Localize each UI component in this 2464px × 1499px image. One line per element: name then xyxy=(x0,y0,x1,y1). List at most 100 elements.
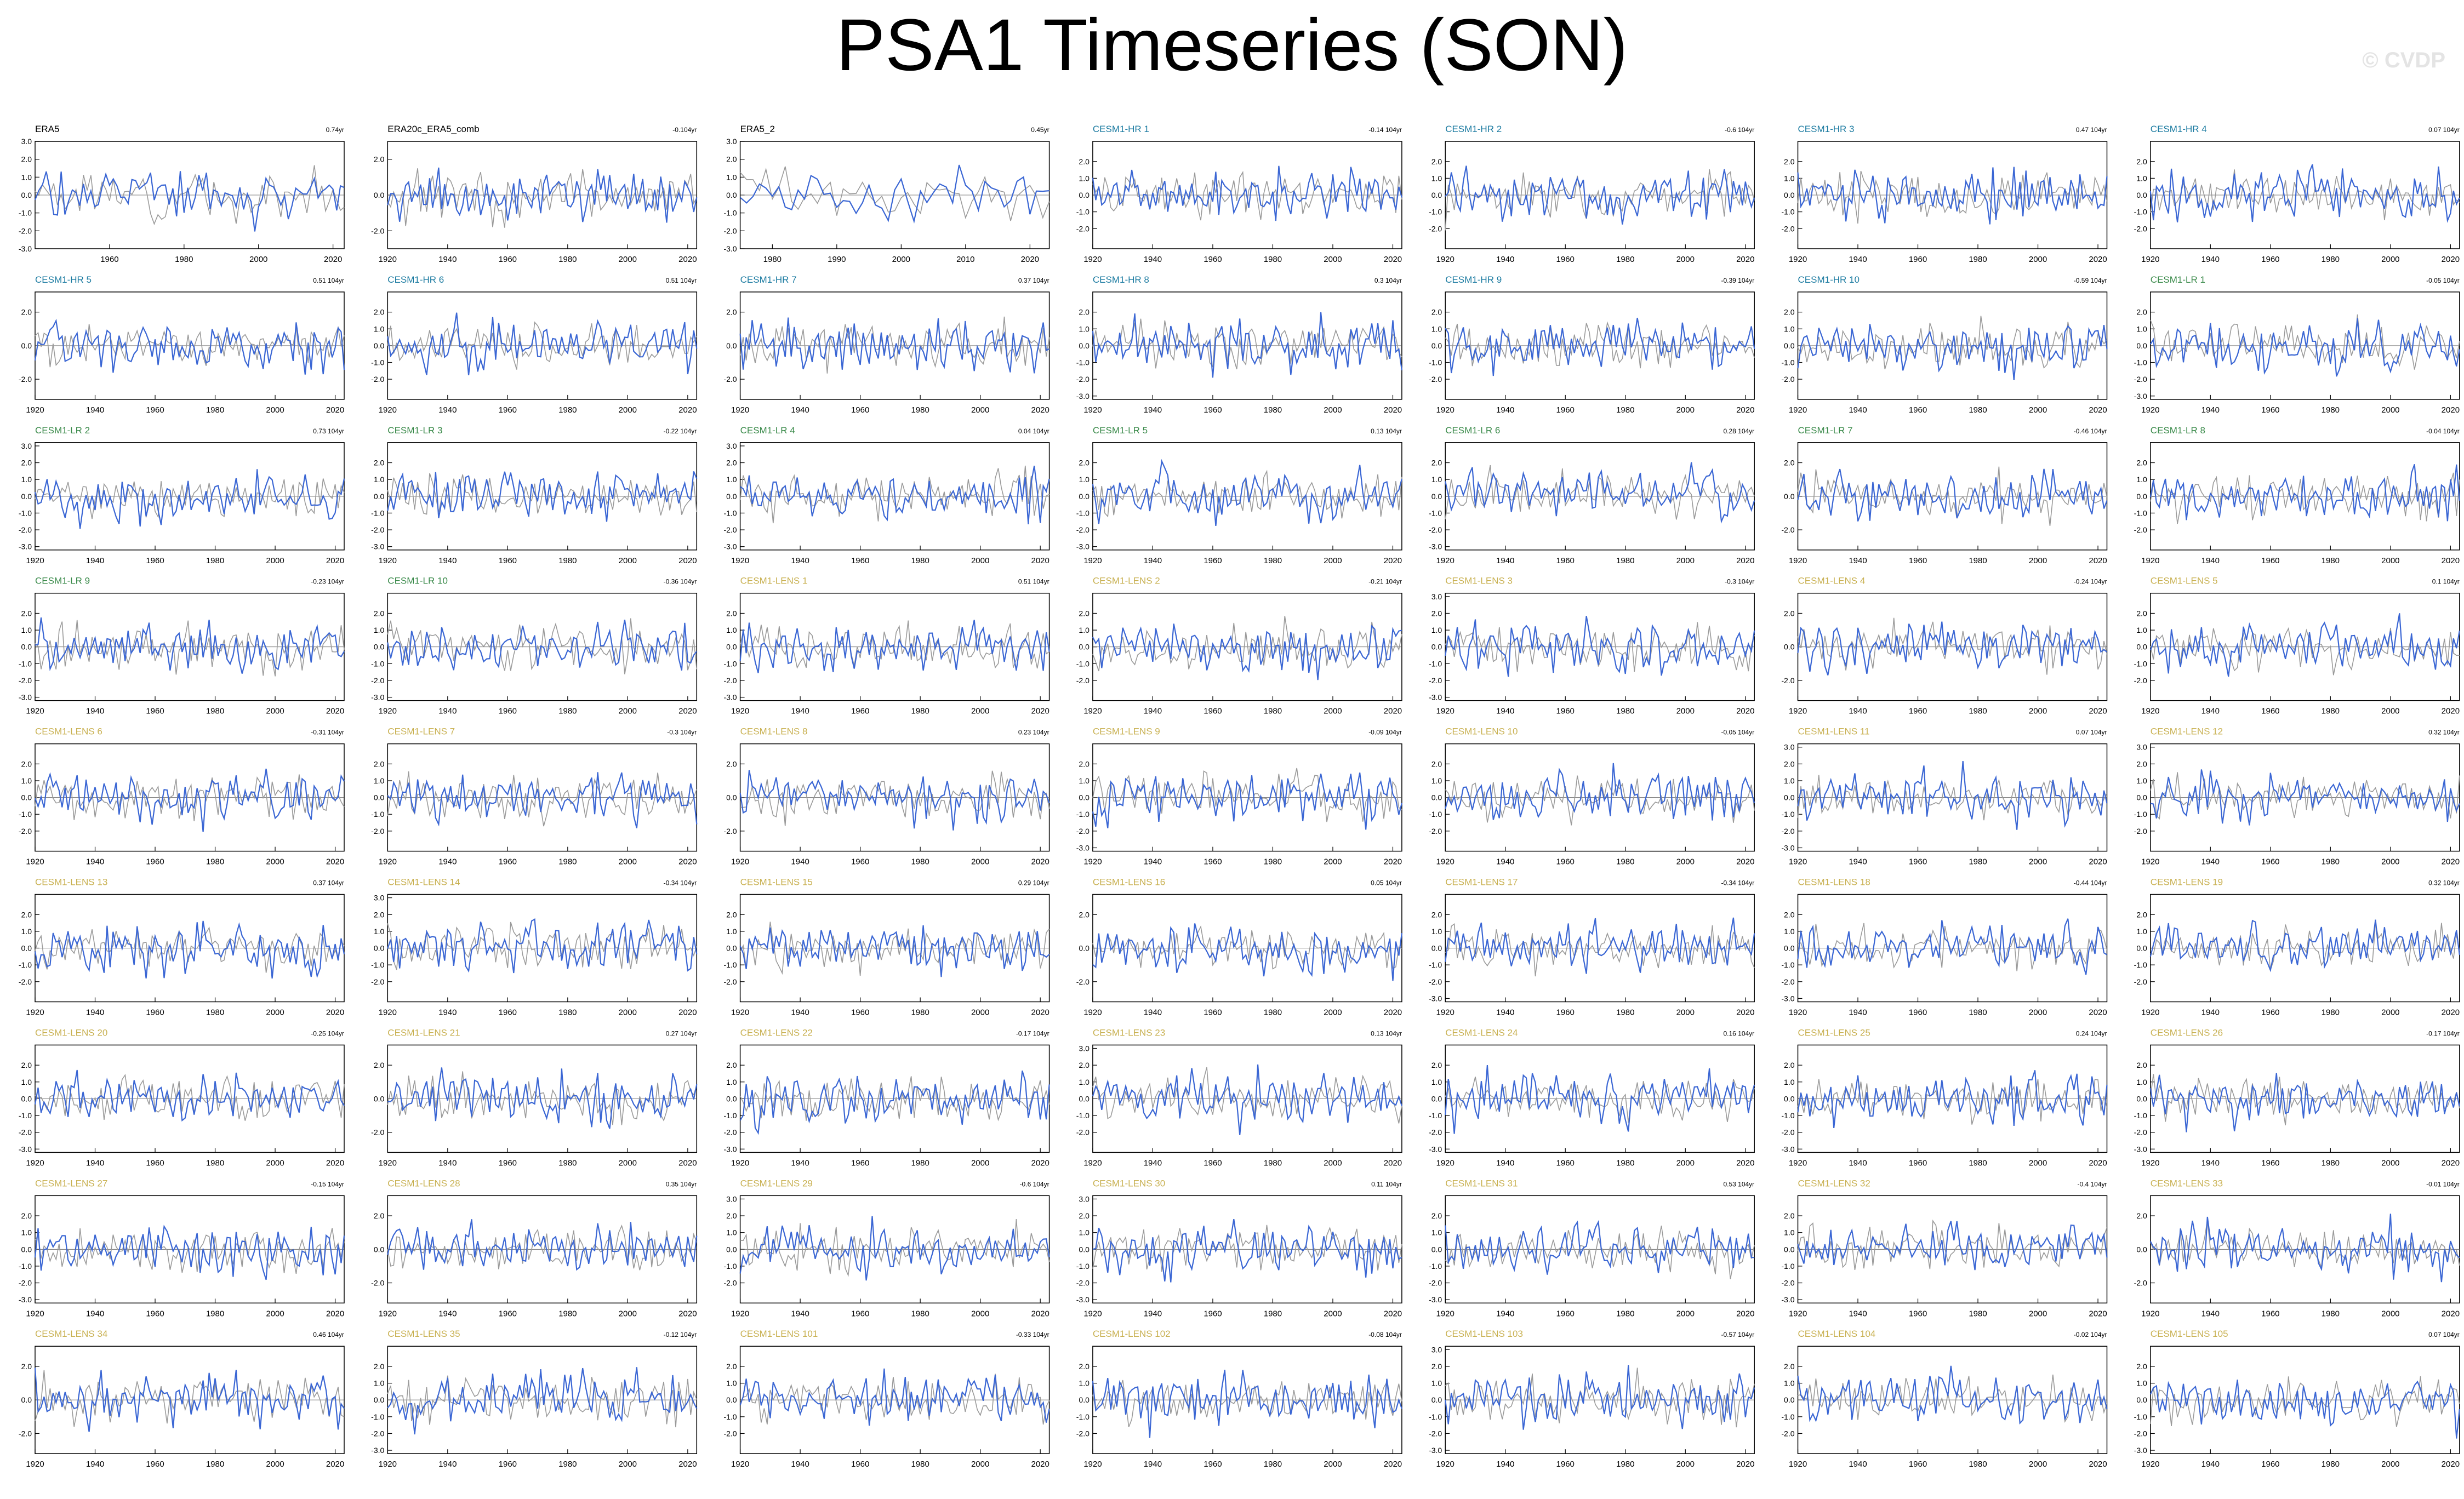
x-tick-label: 2000 xyxy=(971,1008,989,1017)
y-tick-label: 1.0 xyxy=(1784,776,1795,785)
y-tick-label: 1.0 xyxy=(1784,1228,1795,1237)
x-tick-label: 1960 xyxy=(1204,1460,1222,1469)
x-tick-label: 1960 xyxy=(146,1158,164,1168)
panel-trend: 0.74yr xyxy=(326,126,344,134)
x-tick-label: 1920 xyxy=(1083,1309,1102,1318)
x-tick-label: 1980 xyxy=(1616,1008,1634,1017)
panel-58: CESM1-LENS 35 -0.12 104yr 2.0 1.0 0.0 -1.0 -2.… xyxy=(371,1329,698,1469)
x-tick-label: 2020 xyxy=(2089,707,2107,716)
model-series-line xyxy=(2149,613,2460,677)
y-tick-label: 1.0 xyxy=(2136,927,2147,936)
panel-45: CESM1-LENS 22 -0.17 104yr 2.0 1.0 0.0 -1.0 -2.… xyxy=(723,1027,1050,1168)
y-tick-label: 0.0 xyxy=(1079,1395,1090,1404)
reference-series-line xyxy=(1797,1219,2108,1271)
y-tick-label: 0.0 xyxy=(1431,191,1442,199)
panel-title: ERA5_2 xyxy=(740,124,775,134)
panel-trend: -0.09 104yr xyxy=(1368,729,1402,736)
x-tick-label: 2000 xyxy=(1324,707,1342,716)
x-tick-label: 1940 xyxy=(1849,556,1867,565)
panel-title: CESM1-LENS 19 xyxy=(2151,877,2223,888)
panel-trend: 0.24 104yr xyxy=(2076,1029,2107,1037)
model-series-line xyxy=(1797,761,2108,830)
x-tick-label: 1920 xyxy=(1789,405,1807,415)
model-series-line xyxy=(2149,919,2460,972)
x-tick-label: 1940 xyxy=(438,857,457,867)
panel-title: CESM1-LENS 102 xyxy=(1093,1329,1171,1339)
y-tick-label: 3.0 xyxy=(21,137,32,146)
x-tick-label: 1960 xyxy=(499,255,517,264)
y-tick-label: 1.0 xyxy=(726,1078,737,1086)
panel-9: CESM1-HR 6 0.51 104yr 2.0 1.0 0.0 -1.0 -2.0 192… xyxy=(371,274,698,415)
x-tick-label: 2000 xyxy=(1324,1309,1342,1318)
y-tick-label: -2.0 xyxy=(19,1128,32,1137)
y-tick-label: 1.0 xyxy=(374,475,385,484)
panel-trend: -0.46 104yr xyxy=(2074,427,2107,435)
panel-trend: 0.51 104yr xyxy=(1018,578,1050,586)
y-tick-label: -2.0 xyxy=(2134,676,2147,685)
model-series-line xyxy=(2149,1380,2460,1439)
x-tick-label: 1940 xyxy=(1144,1008,1162,1017)
x-tick-label: 1920 xyxy=(1789,707,1807,716)
panel-trend: 0.1 104yr xyxy=(2432,578,2460,586)
x-tick-label: 1920 xyxy=(1436,1158,1455,1168)
x-tick-label: 2000 xyxy=(1324,1158,1342,1168)
panel-title: CESM1-LENS 9 xyxy=(1093,726,1160,737)
y-tick-label: 2.0 xyxy=(1784,609,1795,617)
x-tick-label: 1920 xyxy=(26,1008,44,1017)
panel-42: CESM1-LENS 19 0.32 104yr 2.0 1.0 0.0 -1.0 -2.0… xyxy=(2134,877,2460,1017)
x-tick-label: 1960 xyxy=(1204,405,1222,415)
y-tick-label: -3.0 xyxy=(19,542,32,551)
x-tick-label: 2000 xyxy=(266,1309,284,1318)
reference-series-line xyxy=(1798,923,2108,971)
panel-5: CESM1-HR 2 -0.6 104yr 2.0 1.0 0.0 -1.0 -2.0 192… xyxy=(1429,124,1755,264)
x-tick-label: 1960 xyxy=(146,556,164,565)
x-tick-label: 1940 xyxy=(86,1460,104,1469)
model-series-line xyxy=(387,1367,698,1435)
x-tick-label: 2020 xyxy=(1384,1309,1402,1318)
x-tick-label: 2020 xyxy=(1031,707,1049,716)
x-tick-label: 1920 xyxy=(1789,556,1807,565)
x-tick-label: 1920 xyxy=(26,1158,44,1168)
x-tick-label: 1940 xyxy=(438,405,457,415)
x-tick-label: 1980 xyxy=(206,1460,224,1469)
y-tick-label: -1.0 xyxy=(1429,208,1442,216)
y-tick-label: -1.0 xyxy=(1076,1412,1090,1421)
x-tick-label: 2000 xyxy=(2381,1158,2399,1168)
x-tick-label: 1960 xyxy=(1204,255,1222,264)
x-tick-label: 1920 xyxy=(1436,857,1455,867)
y-tick-label: -3.0 xyxy=(1781,1145,1794,1153)
y-tick-label: 3.0 xyxy=(1431,1345,1442,1354)
y-tick-label: 2.0 xyxy=(21,459,32,467)
panel-2: ERA20c_ERA5_comb -0.104yr 2.0 0.0 -2.0 1920 19… xyxy=(371,124,698,264)
y-tick-label: 0.0 xyxy=(21,1395,32,1404)
reference-series-line xyxy=(1092,925,1402,970)
x-tick-label: 1980 xyxy=(2322,1309,2340,1318)
x-tick-label: 1920 xyxy=(1789,1158,1807,1168)
y-tick-label: -3.0 xyxy=(1429,542,1442,551)
panel-40: CESM1-LENS 17 -0.34 104yr 2.0 1.0 0.0 -1.0 -2.… xyxy=(1429,877,1755,1017)
y-tick-label: -3.0 xyxy=(19,244,32,253)
x-tick-label: 1940 xyxy=(791,1008,809,1017)
panel-title: CESM1-LENS 1 xyxy=(740,576,808,586)
x-tick-label: 2000 xyxy=(2381,405,2399,415)
model-series-line xyxy=(34,768,345,832)
x-tick-label: 1940 xyxy=(1849,1309,1867,1318)
y-tick-label: -3.0 xyxy=(1781,994,1794,1003)
y-tick-label: 2.0 xyxy=(726,155,737,164)
panel-trend: 0.29 104yr xyxy=(1018,879,1050,887)
y-tick-label: 0.0 xyxy=(374,1395,385,1404)
y-tick-label: 2.0 xyxy=(726,609,737,617)
panel-trend: 0.11 104yr xyxy=(1371,1180,1402,1188)
y-tick-label: -3.0 xyxy=(1076,843,1090,852)
panel-39: CESM1-LENS 16 0.05 104yr 2.0 0.0 -2.0 1920 194… xyxy=(1076,877,1402,1017)
x-tick-label: 1940 xyxy=(438,1158,457,1168)
y-tick-label: 0.0 xyxy=(21,341,32,350)
x-tick-label: 2020 xyxy=(1031,1008,1049,1017)
panel-title: CESM1-LENS 14 xyxy=(387,877,460,888)
y-tick-label: -2.0 xyxy=(371,375,384,384)
y-tick-label: -2.0 xyxy=(1781,224,1794,233)
y-tick-label: 0.0 xyxy=(726,1094,737,1103)
x-tick-label: 1940 xyxy=(1144,1309,1162,1318)
x-tick-label: 1940 xyxy=(2201,1309,2220,1318)
model-series-line xyxy=(739,1070,1050,1135)
